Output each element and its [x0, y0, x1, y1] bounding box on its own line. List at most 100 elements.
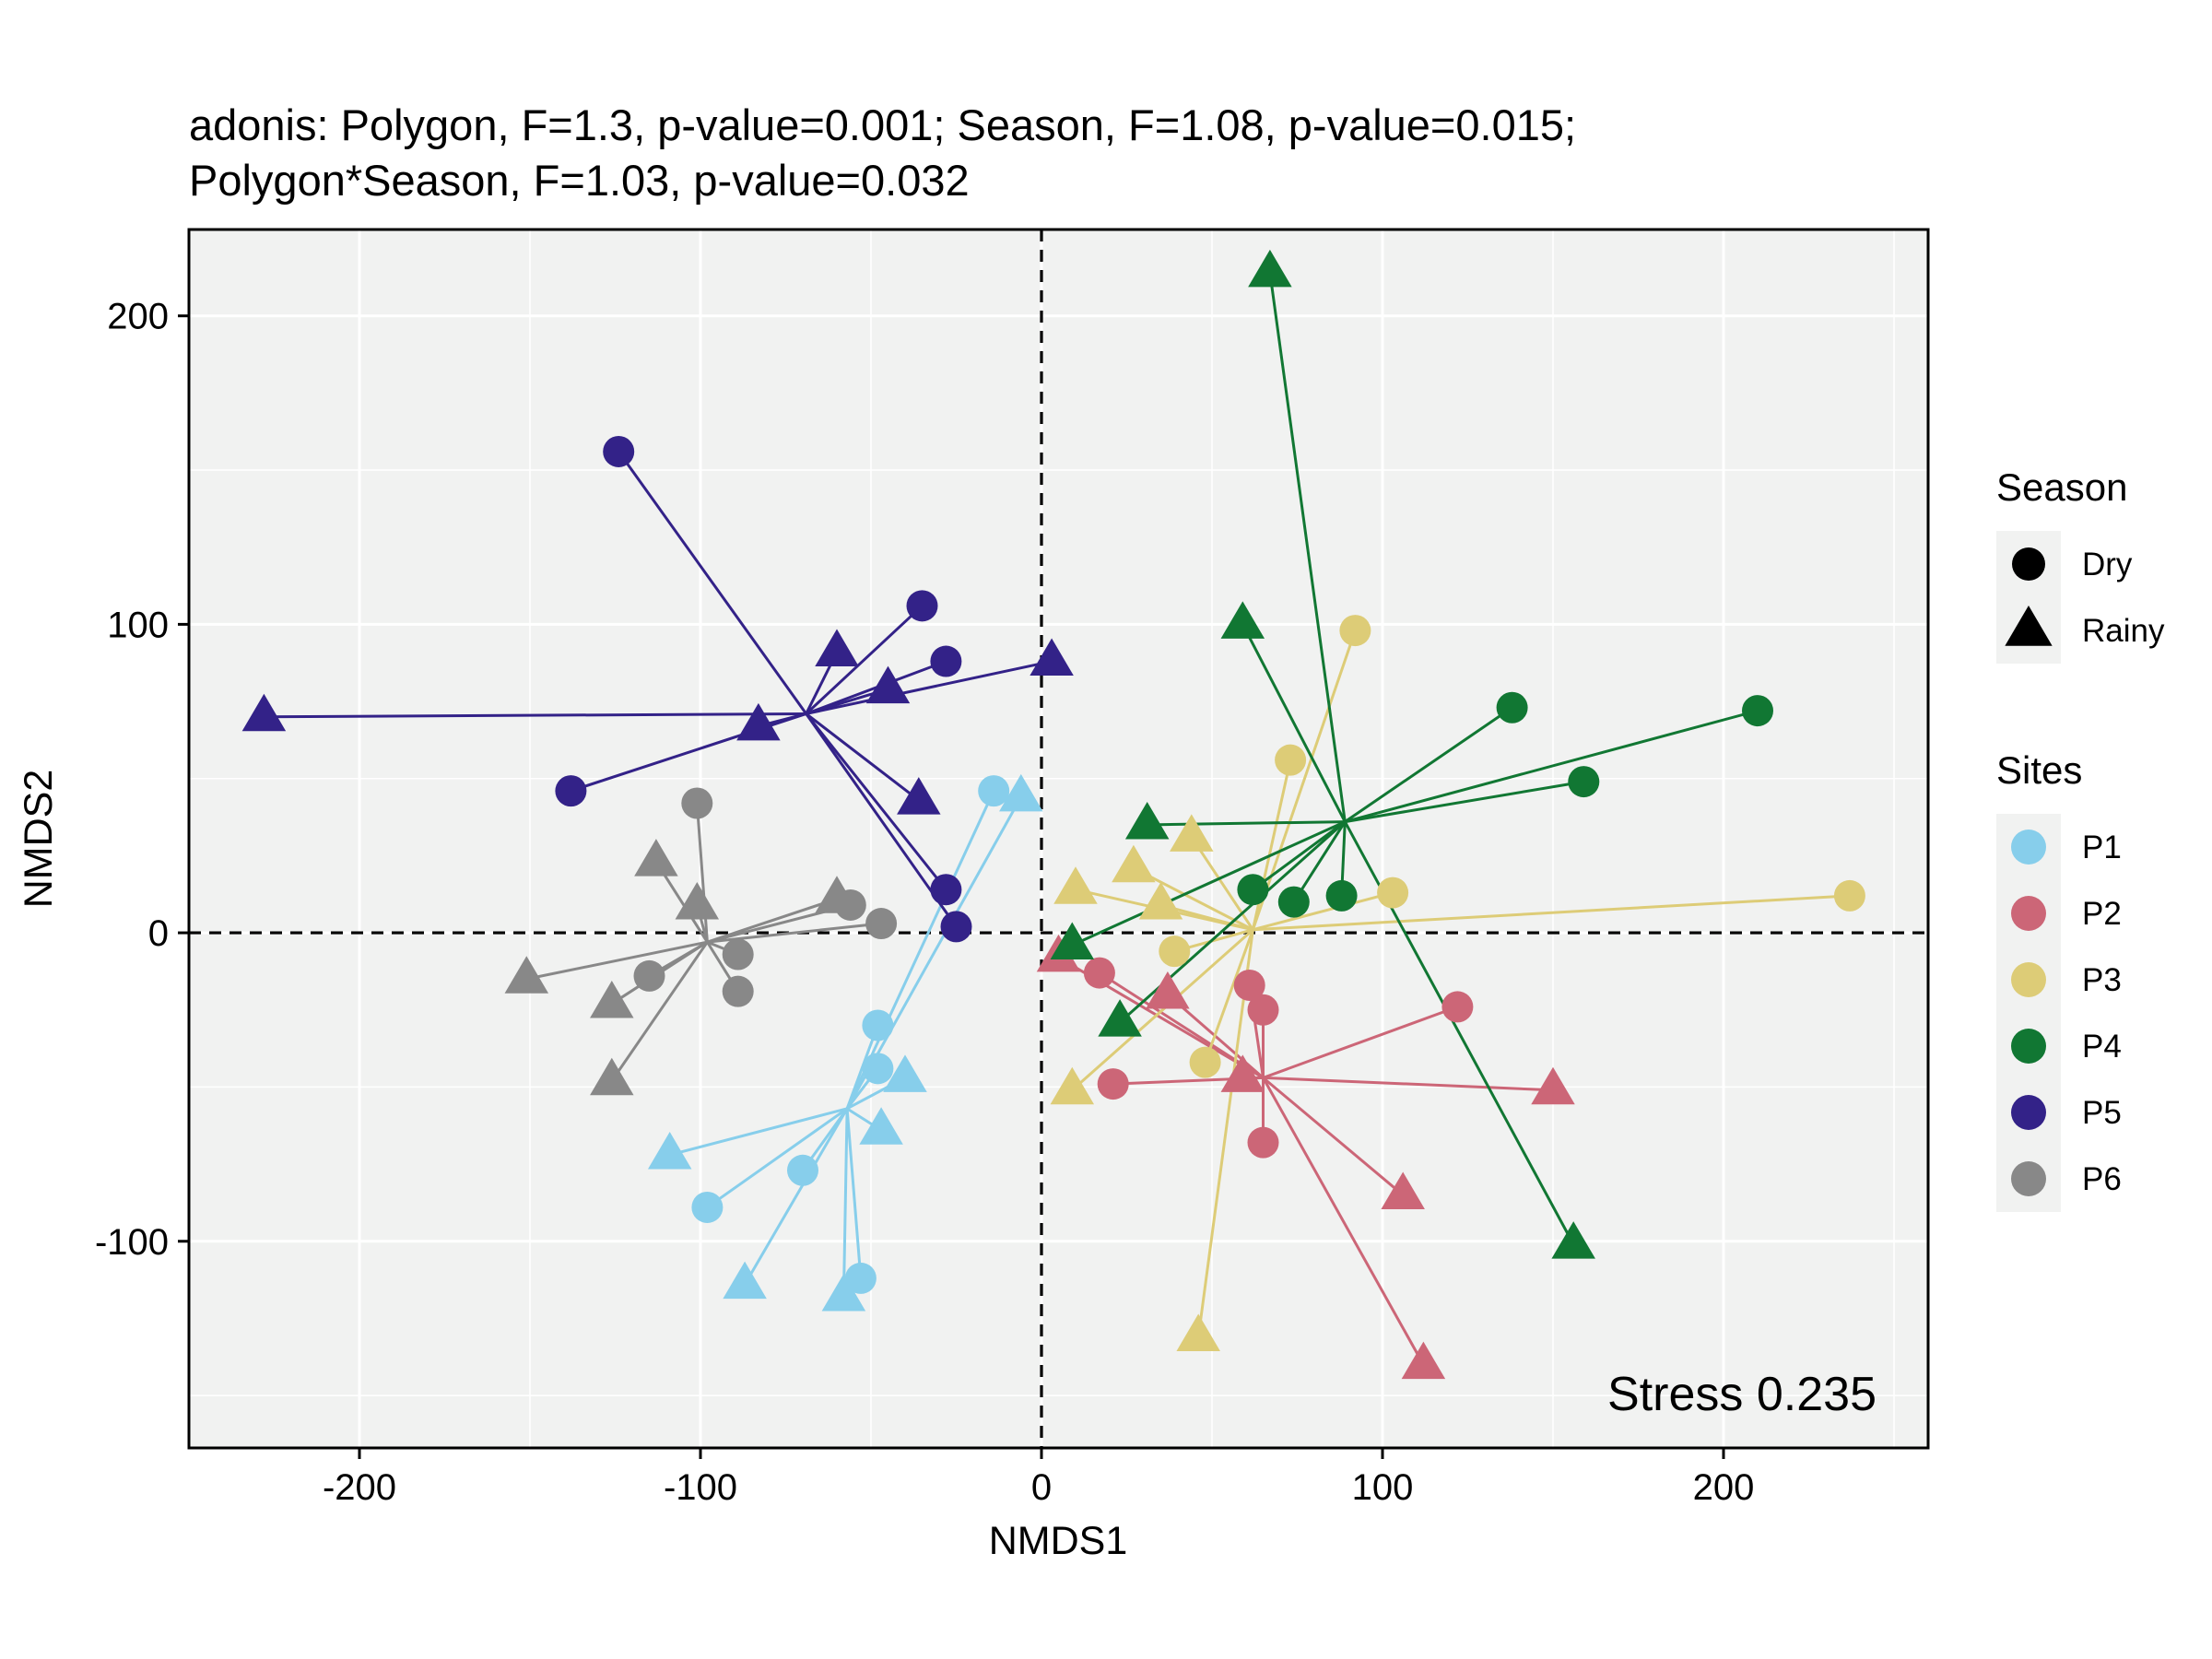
- legend-key-p5: [2011, 1095, 2046, 1130]
- legend-sites-title: Sites: [1996, 748, 2082, 792]
- point-p2-dry: [1247, 1126, 1279, 1159]
- legend-sites-items: P1 P2 P3 P4 P5 P6: [2011, 830, 2122, 1197]
- point-p6-dry: [722, 938, 754, 971]
- point-p3-dry: [1159, 935, 1191, 968]
- segment-p1: [669, 1107, 848, 1157]
- point-p1-rainy: [821, 1274, 866, 1312]
- point-p5-dry: [930, 645, 962, 677]
- point-p6-dry: [681, 787, 713, 819]
- point-p6-dry: [722, 975, 754, 1007]
- point-p4-dry: [1568, 766, 1600, 798]
- segment-p1: [845, 1108, 863, 1279]
- point-p1-rainy: [647, 1132, 692, 1170]
- point-p1-dry: [862, 1009, 894, 1041]
- point-p3-rainy: [1138, 881, 1183, 920]
- segment-p5: [805, 605, 924, 715]
- legend-label-p3: P3: [2082, 962, 2122, 998]
- point-p3-dry: [1189, 1046, 1221, 1078]
- segment-p3: [1071, 928, 1254, 1091]
- point-p4-rainy: [1248, 249, 1292, 288]
- segment-p2: [1262, 1077, 1405, 1196]
- segment-p2: [1262, 1077, 1425, 1366]
- legend-key-p1: [2011, 830, 2046, 865]
- plot-border: [187, 228, 1930, 1450]
- segment-p3: [1251, 629, 1357, 931]
- reference-lines: [189, 229, 1928, 1448]
- legend-key-p3: [2011, 962, 2046, 997]
- point-p6-rainy: [590, 981, 634, 1018]
- legend-label-p1: P1: [2082, 830, 2122, 865]
- segment-p3: [1204, 929, 1254, 1064]
- segment-p4: [1241, 623, 1347, 823]
- point-p5-rainy: [815, 629, 859, 667]
- legend-season-title: Season: [1996, 465, 2127, 509]
- segment-p6: [706, 897, 838, 944]
- point-p4-dry: [1277, 886, 1310, 918]
- point-p2-dry: [1247, 994, 1279, 1026]
- legend-label-dry: Dry: [2082, 547, 2133, 582]
- y-axis-ticks: -100 0 100 200: [95, 297, 189, 1263]
- point-p2-dry: [1233, 969, 1265, 1001]
- point-p3-dry: [1275, 744, 1307, 776]
- segment-p1: [706, 1107, 848, 1209]
- segment-p5: [805, 712, 947, 891]
- point-p3-rainy: [1112, 844, 1156, 883]
- point-p5-dry: [940, 911, 972, 943]
- x-tick-label: -200: [323, 1467, 396, 1508]
- point-p4-dry: [1496, 691, 1528, 724]
- legend-sites-keys: [1996, 814, 2061, 1212]
- point-p6-rainy: [504, 956, 549, 994]
- x-axis-ticks: -200 -100 0 100 200: [323, 1448, 1754, 1508]
- x-tick-label: 100: [1352, 1467, 1414, 1508]
- legend-key-rainy: [2005, 606, 2053, 646]
- segment-p4: [1344, 706, 1513, 823]
- point-p1-dry: [787, 1154, 818, 1186]
- point-p1-rainy: [883, 1054, 927, 1092]
- point-p2-dry: [1097, 1068, 1129, 1100]
- point-p3-rainy: [1050, 1066, 1095, 1105]
- point-p1-dry: [691, 1191, 724, 1223]
- segment-p4: [1119, 820, 1347, 1024]
- point-p6-dry: [633, 959, 665, 992]
- legend-key-p2: [2011, 896, 2046, 931]
- point-p5-dry: [603, 435, 635, 467]
- point-p4-dry: [1237, 874, 1269, 906]
- segment-p6: [525, 940, 708, 981]
- point-p5-rainy: [897, 777, 941, 815]
- segment-p4: [1292, 820, 1347, 903]
- segment-p3: [1133, 866, 1254, 932]
- segment-p5: [617, 451, 807, 715]
- y-tick-label: -100: [95, 1222, 169, 1263]
- segment-p4: [1345, 780, 1584, 824]
- segment-p5: [806, 660, 1053, 715]
- point-p1-rainy: [859, 1107, 903, 1145]
- point-p1-dry: [844, 1262, 877, 1294]
- point-p6-rainy: [634, 839, 678, 877]
- segment-p4: [1147, 820, 1346, 827]
- point-p5-rainy: [1030, 638, 1074, 677]
- point-p6-dry: [865, 908, 898, 940]
- segment-p6: [610, 941, 709, 1082]
- legend: Season Dry Rainy Sites P1 P2 P3 P4 P5 P6: [1996, 465, 2165, 1212]
- title-line-2: Polygon*Season, F=1.03, p-value=0.032: [189, 156, 970, 205]
- legend-key-dry: [2012, 547, 2045, 581]
- point-p1-dry: [862, 1053, 894, 1085]
- point-p1-dry: [978, 775, 1010, 807]
- segment-p5: [264, 712, 806, 719]
- point-p6-rainy: [815, 876, 859, 913]
- legend-label-p5: P5: [2082, 1095, 2122, 1131]
- x-tick-label: 0: [1031, 1467, 1052, 1508]
- title-line-1: adonis: Polygon, F=1.3, p-value=0.001; S…: [189, 100, 1576, 149]
- point-p1-rainy: [723, 1261, 767, 1300]
- x-axis-title: NMDS1: [989, 1519, 1128, 1563]
- point-p5-rainy: [736, 702, 781, 741]
- segment-p3: [1253, 894, 1850, 932]
- segment-p2: [1262, 1005, 1458, 1079]
- segment-p1: [743, 1108, 849, 1286]
- point-p4-rainy: [1220, 601, 1265, 639]
- point-p3-dry: [1339, 615, 1371, 647]
- point-p2-dry: [1083, 957, 1115, 989]
- point-p1-rainy: [999, 773, 1043, 812]
- legend-label-p2: P2: [2082, 896, 2122, 932]
- point-p3-dry: [1833, 879, 1865, 912]
